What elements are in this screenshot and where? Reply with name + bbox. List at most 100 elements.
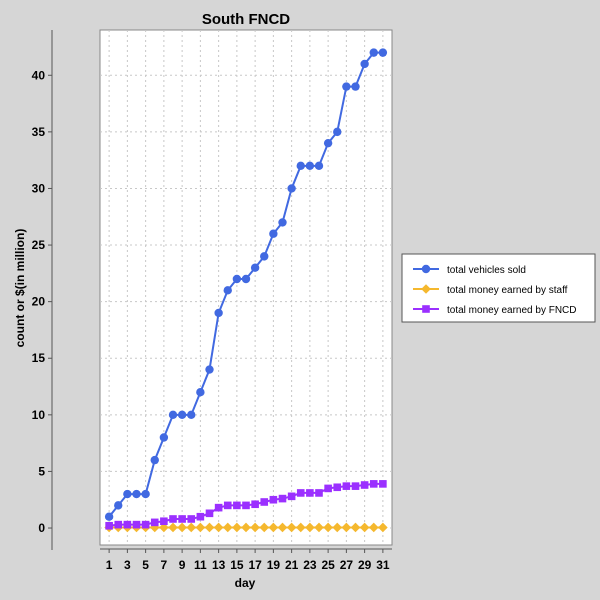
data-point (351, 82, 360, 91)
y-tick-label: 0 (38, 521, 45, 535)
data-point (104, 512, 114, 521)
data-point (287, 184, 296, 193)
data-point (196, 387, 205, 397)
data-point (278, 218, 287, 227)
data-point (196, 512, 205, 521)
legend-item: total vehicles sold (413, 264, 526, 276)
data-point (296, 161, 305, 171)
y-tick-label: 15 (32, 351, 46, 365)
data-point (177, 522, 187, 533)
data-point (260, 252, 269, 261)
x-tick-label: 1 (106, 558, 113, 572)
data-point (269, 229, 278, 238)
data-point (232, 522, 242, 533)
data-point (342, 482, 351, 490)
data-point (233, 501, 241, 510)
y-tick-label: 10 (32, 408, 46, 422)
data-point (295, 522, 306, 533)
data-point (323, 522, 333, 533)
data-point (250, 522, 260, 533)
grid-layer (100, 30, 392, 545)
data-point (332, 522, 343, 533)
legend-marker (421, 264, 431, 274)
data-point (205, 509, 214, 518)
data-point (168, 410, 178, 420)
data-point (306, 489, 314, 497)
x-tick-label: 19 (267, 558, 281, 572)
chart-title: South FNCD (202, 11, 290, 28)
data-point (187, 410, 196, 420)
data-point (360, 481, 369, 489)
series-3 (105, 480, 387, 530)
data-point (269, 495, 278, 504)
data-point (132, 489, 141, 499)
data-point (287, 492, 296, 501)
data-point (141, 520, 150, 529)
data-point (205, 365, 214, 374)
data-point (333, 483, 342, 492)
data-point (369, 48, 378, 57)
data-point (350, 522, 361, 533)
legend-label: total money earned by staff (447, 285, 568, 296)
legend-marker (422, 305, 430, 313)
data-point (323, 138, 333, 148)
y-ticks: 0 5 10 15 20 25 30 35 40 (32, 68, 52, 535)
data-point (251, 500, 259, 509)
y-tick-label: 5 (38, 464, 45, 478)
data-point (278, 494, 287, 503)
data-point (132, 520, 141, 529)
data-point (169, 515, 177, 523)
data-point (222, 522, 233, 533)
x-tick-label: 7 (161, 558, 168, 572)
data-point (150, 455, 159, 465)
data-point (342, 82, 351, 91)
data-point (187, 515, 196, 523)
data-point (379, 480, 387, 488)
legend: total vehicles sold total money earned by… (401, 253, 596, 323)
data-point (268, 522, 279, 533)
data-point (186, 522, 197, 533)
series-layer (104, 48, 388, 533)
data-point (305, 522, 315, 533)
x-axis-title: day (235, 576, 256, 590)
data-point (232, 274, 242, 284)
legend-label: total vehicles sold (447, 265, 526, 276)
data-point (178, 515, 186, 523)
data-point (195, 522, 206, 533)
x-tick-label: 27 (340, 558, 354, 572)
data-point (259, 522, 270, 533)
data-point (177, 410, 187, 420)
x-tick-label: 17 (248, 558, 262, 572)
data-point (105, 521, 113, 530)
data-point (286, 522, 297, 533)
x-tick-label: 3 (124, 558, 131, 572)
y-tick-label: 25 (32, 238, 46, 252)
data-point (242, 501, 250, 510)
x-tick-label: 25 (321, 558, 335, 572)
data-point (241, 522, 251, 533)
y-tick-label: 30 (32, 181, 46, 195)
data-point (314, 522, 324, 533)
legend-item: total money earned by FNCD (413, 305, 577, 316)
data-point (368, 522, 379, 533)
x-tick-label: 5 (142, 558, 149, 572)
data-point (314, 161, 324, 171)
data-point (333, 127, 342, 137)
y-tick-label: 20 (32, 295, 46, 309)
data-point (150, 518, 159, 527)
data-point (159, 522, 169, 533)
data-point (351, 482, 360, 490)
data-point (260, 498, 269, 506)
y-tick-label: 35 (32, 125, 46, 139)
y-axis-title: count or $(in million) (13, 229, 27, 348)
data-point (378, 522, 388, 533)
series-2 (104, 522, 388, 533)
data-point (277, 522, 288, 533)
data-point (369, 480, 378, 488)
x-tick-label: 29 (358, 558, 372, 572)
x-tick-label: 21 (285, 558, 299, 572)
data-point (149, 522, 160, 533)
data-point (223, 501, 232, 510)
data-point (160, 517, 168, 526)
